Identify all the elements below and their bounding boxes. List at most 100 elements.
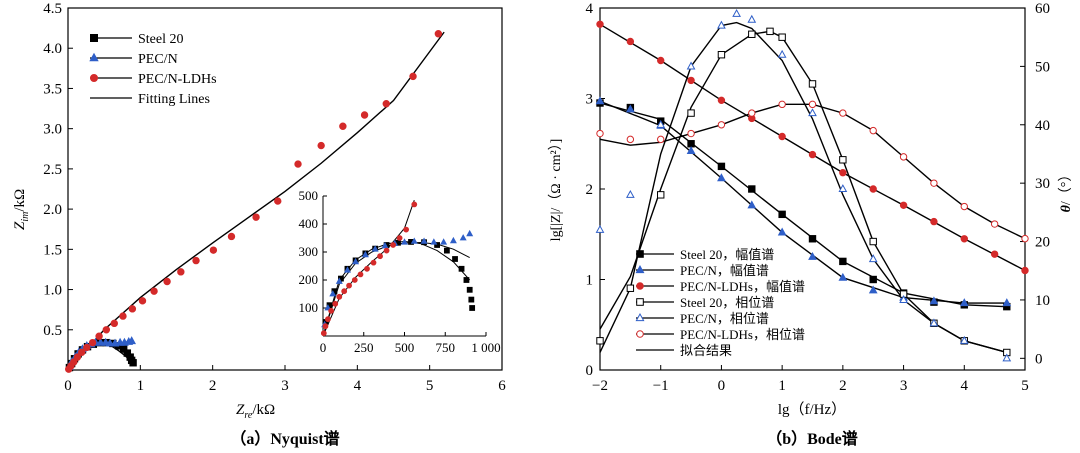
nyquist-point-pec-n-ldhs xyxy=(150,287,158,295)
inset-point-pec-n-ldhs xyxy=(403,226,410,233)
inset-point-pec-n xyxy=(459,234,467,241)
bode-phase-point xyxy=(687,129,695,138)
nyquist-x-tick-label: 2 xyxy=(209,378,217,394)
nyquist-point-pec-n-ldhs xyxy=(128,305,137,313)
bode-magnitude-point xyxy=(990,250,999,258)
inset-point-pec-n-ldhs xyxy=(341,288,348,295)
bode-phase-point xyxy=(657,135,665,144)
bode-x-tick-label: 1 xyxy=(778,378,786,394)
nyquist-fit-line xyxy=(67,31,445,371)
bode-phase-point xyxy=(626,135,635,144)
bode-phase-point xyxy=(929,318,939,327)
nyquist-x-tick-label: 1 xyxy=(137,378,145,394)
bode-legend-marker xyxy=(636,250,644,258)
nyquist-point-pec-n-ldhs xyxy=(70,358,78,366)
bode-magnitude-point xyxy=(868,285,878,294)
nyquist-point-pec-n-ldhs xyxy=(163,277,171,286)
bode-phase-point xyxy=(930,179,938,187)
nyquist-point-pec-n-ldhs xyxy=(119,312,127,320)
bode-legend-label: 拟合结果 xyxy=(680,343,732,358)
inset-data-points xyxy=(320,201,476,337)
nyquist-point-pec-n-ldhs xyxy=(95,332,103,340)
inset-point-steel-20 xyxy=(434,242,441,248)
bode-phase-point xyxy=(990,220,999,228)
nyquist-legend-marker xyxy=(90,34,98,42)
inset-point-pec-n-ldhs xyxy=(396,235,403,241)
inset-y-tick-label: 100 xyxy=(299,300,319,315)
nyquist-y-tick-label: 0.5 xyxy=(43,323,62,339)
bode-phase-point xyxy=(747,14,757,23)
bode-x-tick-label: 2 xyxy=(839,378,847,394)
nyquist-y-tick-label: 4.0 xyxy=(43,41,62,57)
nyquist-y-tick-label: 1.5 xyxy=(43,242,62,258)
inset-point-steel-20 xyxy=(469,305,476,311)
bode-magnitude-point xyxy=(747,200,757,209)
inset-point-pec-n xyxy=(381,241,389,249)
inset-point-steel-20 xyxy=(443,247,450,254)
bode-right-y-label: θ/（°） xyxy=(1058,168,1074,213)
bode-phase-point xyxy=(626,284,635,292)
nyquist-point-pec-n-ldhs xyxy=(360,111,369,119)
bode-magnitude-point xyxy=(778,210,786,219)
bode-x-tick-label: −1 xyxy=(653,378,669,394)
inset-point-pec-n xyxy=(466,229,474,237)
nyquist-legend-label: PEC/N xyxy=(138,52,178,67)
nyquist-point-pec-n-ldhs xyxy=(252,213,260,221)
nyquist-point-pec-n-ldhs xyxy=(83,343,91,352)
nyquist-x-ticks: 0 1 2 3 4 5 6 xyxy=(64,365,506,394)
inset-point-pec-n-ldhs xyxy=(357,271,364,278)
inset-y-tick-label: 400 xyxy=(299,216,319,231)
bode-phase-point xyxy=(1021,234,1029,243)
bode-phase-point xyxy=(625,189,635,198)
bode-phase-point xyxy=(959,335,969,344)
nyquist-point-pec-n-ldhs xyxy=(110,319,118,328)
inset-point-pec-n-ldhs xyxy=(320,330,327,337)
bode-magnitude-point xyxy=(839,257,847,266)
bode-legend-marker xyxy=(636,282,644,290)
inset-point-pec-n-ldhs xyxy=(377,253,383,260)
bode-phase-point xyxy=(748,30,756,38)
bode-magnitude-point xyxy=(838,272,848,281)
bode-phase-point xyxy=(808,108,817,117)
nyquist-y-tick-label: 3.0 xyxy=(43,122,62,138)
bode-phase-point xyxy=(595,224,605,233)
bode-magnitude-point xyxy=(869,275,877,284)
bode-phase-point xyxy=(777,49,787,58)
bode-magnitude-point xyxy=(625,104,635,113)
bode-x-tick-label: 0 xyxy=(718,378,726,394)
bode-magnitude-point xyxy=(596,20,604,28)
bode-right-y-tick-label: 30 xyxy=(1035,176,1050,192)
inset-x-ticks: 0 250 500 750 1 000 xyxy=(320,332,501,355)
bode-legend-marker xyxy=(636,330,644,338)
bode-x-tick-label: 5 xyxy=(1021,378,1029,394)
inset-point-pec-n xyxy=(449,236,457,244)
nyquist-point-pec-n-ldhs xyxy=(192,256,200,265)
bode-legend-marker xyxy=(635,313,645,322)
inset-point-pec-n-ldhs xyxy=(332,300,339,307)
nyquist-point-pec-n xyxy=(105,338,115,347)
nyquist-point-pec-n-ldhs xyxy=(73,353,82,361)
inset-point-pec-n-ldhs xyxy=(370,259,377,266)
inset-point-pec-n-ldhs xyxy=(390,242,396,248)
nyquist-x-tick-label: 3 xyxy=(281,378,289,394)
bode-magnitude-fit-line xyxy=(599,102,1007,308)
nyquist-point-pec-n xyxy=(96,337,105,346)
nyquist-point-pec-n-ldhs xyxy=(274,197,282,205)
bode-phase-point xyxy=(717,20,726,29)
bode-phase-point xyxy=(656,119,666,128)
bode-right-y-tick-label: 0 xyxy=(1035,351,1043,367)
inset-x-tick-label: 0 xyxy=(320,340,327,355)
bode-phase-point xyxy=(778,33,786,41)
bode-magnitude-point xyxy=(808,235,817,243)
bode-right-y-tick-label: 40 xyxy=(1035,118,1050,134)
bode-phase-point xyxy=(869,237,877,246)
bode-phase-point xyxy=(808,100,817,109)
bode-phase-point xyxy=(960,202,968,211)
inset-point-steel-20 xyxy=(466,286,473,293)
nyquist-y-tick-label: 2.5 xyxy=(43,162,62,178)
nyquist-y-tick-label: 3.5 xyxy=(43,81,62,97)
nyquist-point-pec-n-ldhs xyxy=(88,338,97,347)
nyquist-point-pec-n-ldhs xyxy=(382,100,390,108)
bode-magnitude-point xyxy=(686,146,696,155)
